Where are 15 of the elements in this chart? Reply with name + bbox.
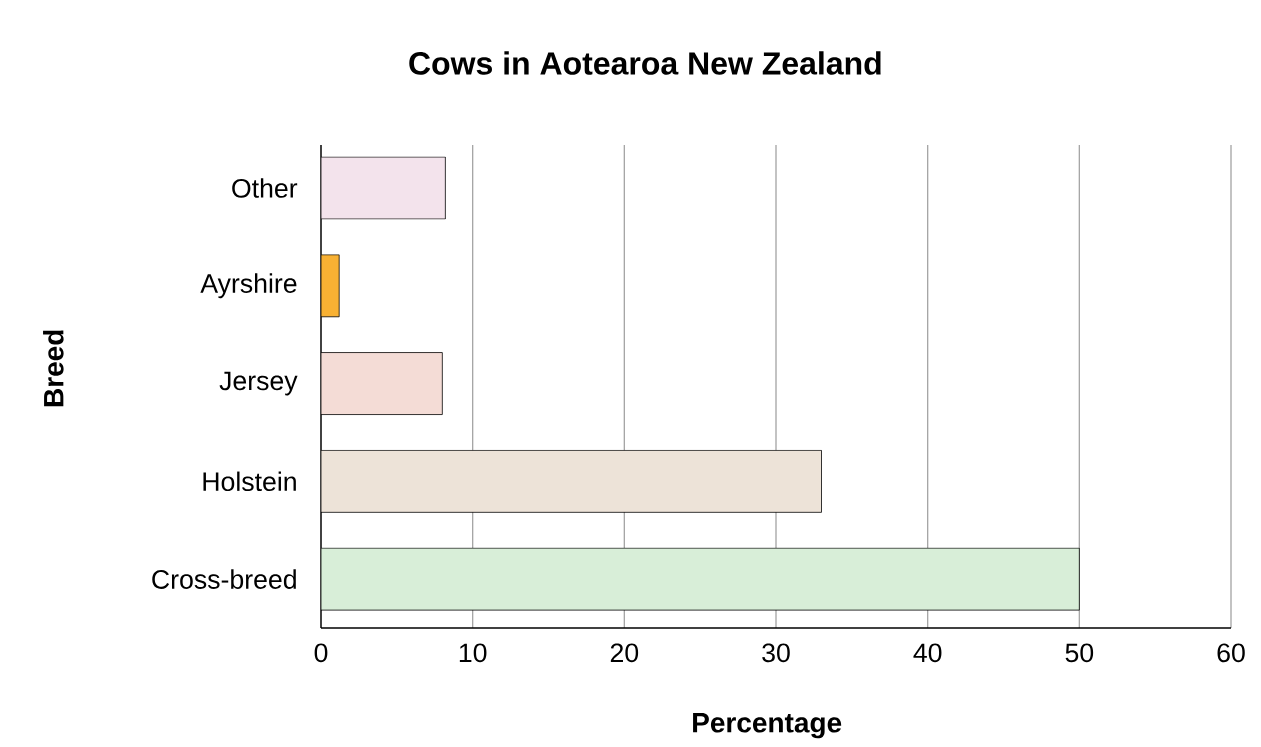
x-tick-label: 0 bbox=[314, 643, 328, 663]
x-tick-label: 40 bbox=[913, 643, 942, 663]
y-tick-label: Other bbox=[232, 178, 298, 198]
x-axis-title: Percentage bbox=[693, 713, 842, 739]
y-tick-label: Holstein bbox=[203, 471, 296, 492]
x-tick-label: 60 bbox=[1217, 643, 1245, 663]
y-tick-label: Ayrshire bbox=[200, 273, 297, 299]
y-tick-label: Cross-breed bbox=[152, 569, 296, 589]
x-tick-label: 20 bbox=[610, 643, 639, 663]
x-tick-label: 30 bbox=[762, 643, 790, 663]
x-tick-label: 10 bbox=[459, 643, 487, 663]
y-axis-title: Breed bbox=[43, 330, 64, 407]
chart-title: Cows in Aotearoa New Zealand bbox=[409, 51, 881, 75]
y-tick-label: Jersey bbox=[219, 371, 298, 396]
x-tick-label: 50 bbox=[1065, 643, 1094, 663]
